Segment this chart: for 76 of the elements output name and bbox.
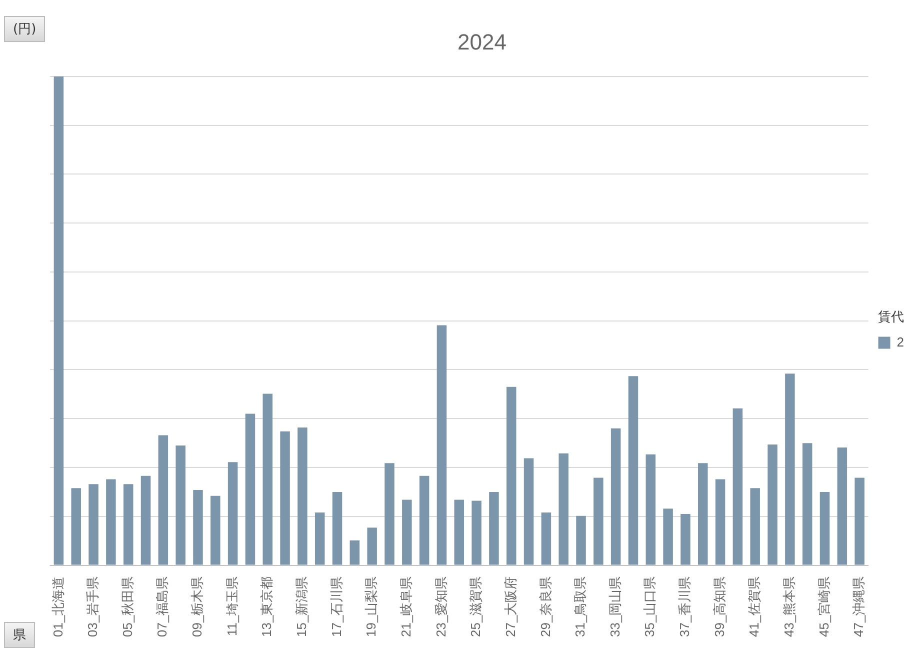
bar [472,500,482,565]
x-tick-label: 25_滋賀県 [468,576,484,638]
x-tick-label: 09_栃木県 [190,576,205,638]
bar [88,484,98,565]
legend-label: 2 [896,334,904,350]
bar [558,453,568,565]
bar [158,435,168,565]
bar [106,479,116,565]
bar [402,500,412,565]
bar [646,454,656,565]
bar [262,394,272,565]
bar [732,408,743,565]
x-tick-label: 21_岐阜県 [398,576,414,638]
bar [384,463,394,565]
bar [436,325,447,565]
x-tick-label: 37_香川県 [677,576,692,638]
x-tick-label: 39_高知県 [712,576,727,638]
bar [176,446,186,565]
x-tick-label: 19_山梨県 [364,576,379,638]
text: (円) [4,16,46,42]
bar [350,540,360,565]
bar [768,444,778,565]
bar [594,478,604,565]
bar [210,496,220,565]
bar [820,492,830,565]
text: 県 [4,622,35,648]
bar [698,463,708,565]
x-tick-label: 27_大阪府 [502,576,518,638]
bar [506,386,516,565]
bar [71,488,81,565]
x-tick-label: 07_福島県 [154,576,170,638]
bar [715,479,726,565]
x-tick-label: 05_秋田県 [120,576,135,638]
x-tick-label: 11_埼玉県 [224,576,240,636]
bar [193,490,203,565]
bar [663,508,673,565]
bar [298,427,308,565]
bar [576,516,586,565]
bar [610,428,621,565]
x-tick-label: 29_奈良県 [538,576,553,638]
x-tick-label: 03_岩手県 [85,576,100,638]
x-tick-label: 45_宮崎県 [816,576,832,638]
bar [228,462,238,565]
x-tick-label: 23_愛知県 [433,576,448,638]
x-tick-label: 01_北海道 [50,576,66,638]
bar [280,431,290,565]
bar [802,443,812,565]
bar [140,476,151,565]
x-tick-label: 35_山口県 [642,576,658,638]
bar [314,512,325,565]
bar [541,512,552,565]
bar [489,492,499,565]
x-tick-label: 41_佐賀県 [746,576,762,638]
x-tick-label: 13_東京都 [259,576,274,638]
bar [419,476,430,565]
bar [54,76,64,565]
x-tick-label: 33_岡山県 [607,576,622,638]
bar [837,447,848,565]
x-tick-label: 31_鳥取県 [572,576,588,638]
bar [123,484,134,565]
x-tick-label: 43_熊本県 [782,576,797,638]
bar [628,376,638,565]
bar [245,414,256,565]
x-tick-label: 15_新潟県 [294,576,310,638]
bar [680,514,690,565]
bar [785,374,795,565]
x-tick-label: 17_石川県 [328,576,344,638]
bar [854,478,864,565]
bar [750,488,760,565]
bar [332,492,342,565]
bar [454,500,464,565]
bar [524,458,534,565]
bar [367,528,377,565]
chart-title: 2024 [458,29,506,54]
x-tick-label: 47_沖縄県 [851,576,866,638]
legend-title: 賃代 [878,308,904,324]
